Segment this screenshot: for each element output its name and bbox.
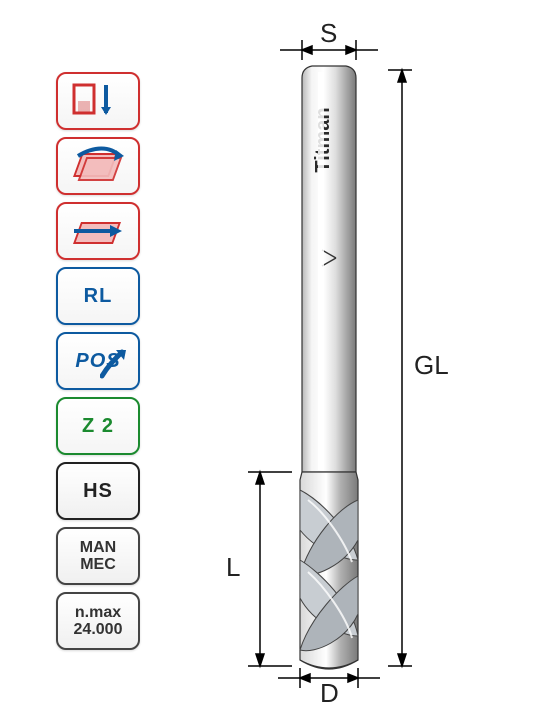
drill-bit-diagram: Titman — [0, 0, 540, 720]
diagram-canvas: RL POS Z 2 HS MAN MEC n.max 24.000 S GL … — [0, 0, 540, 720]
